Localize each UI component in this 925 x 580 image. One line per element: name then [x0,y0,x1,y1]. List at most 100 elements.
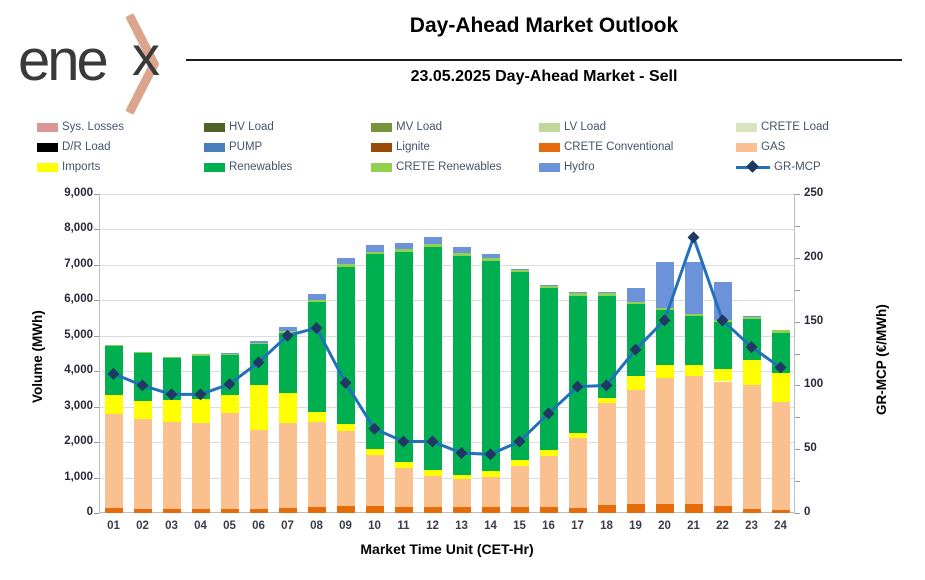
left-axis-tick-label: 2,000 [64,435,93,448]
bar-09-segment-imports [336,424,355,432]
bar-09-segment-renewables [336,266,355,425]
bar-04-segment-renewables [191,355,210,399]
gr-mcp-marker [397,435,410,448]
bar-02-segment-renewables [133,353,152,401]
bar-09-segment-hydro [336,257,355,265]
right-axis-tick-label: 50 [804,442,817,455]
bar-05-segment-crete-conventional [220,509,239,513]
bar-22-segment-renewables [713,321,732,370]
x-axis-tick-label: 04 [194,520,207,532]
bar-07-segment-renewables [278,332,297,393]
x-axis-tick-label: 08 [310,520,323,532]
left-axis-tick-label: 7,000 [64,257,93,270]
bar-02-segment-gas [133,418,152,510]
bar-08-segment-gas [307,421,326,508]
left-axis-tick [94,194,99,195]
x-axis-title: Market Time Unit (CET-Hr) [360,541,534,557]
bar-15-segment-gas [510,465,529,507]
bar-17-segment-crete-renewables [568,293,587,296]
x-axis-tick-label: 20 [658,520,671,532]
gr-mcp-marker [136,379,149,392]
x-axis-tick-label: 06 [252,520,265,532]
chart-legend: Sys. Losses HV Load MV Load LV Load CRETE Lo… [37,117,915,177]
gr-mcp-marker [774,361,787,374]
title-block: Day-Ahead Market Outlook 23.05.2025 Day-… [180,0,908,86]
left-axis-tick [94,371,99,373]
left-axis-tick [94,406,99,408]
bar-23-segment-crete-renewables [742,316,761,319]
legend-label: GR-MCP [774,161,821,173]
bar-03-segment-crete-conventional [162,509,181,513]
bar-12-segment-crete-renewables [423,243,442,247]
logo-x-glyph: x [132,24,160,87]
bar-01-segment-gas [104,414,123,509]
left-axis-tick [94,335,99,337]
legend-swatch [37,122,58,132]
right-axis-tick [795,225,800,227]
legend-label: Lignite [396,141,430,153]
bar-14-segment-renewables [481,260,500,472]
legend-item-hydro: Hydro [539,157,736,177]
legend-item-sys-losses: Sys. Losses [37,117,204,137]
right-axis-tick-label: 0 [804,506,811,518]
gridline [100,194,794,195]
x-axis-tick-label: 09 [339,520,352,532]
bar-07-segment-gas [278,422,297,508]
bar-05-segment-crete-renewables [220,353,239,356]
bar-08-segment-hydro [307,294,326,301]
legend-swatch [371,162,392,172]
left-axis-tick-label: 8,000 [64,222,93,235]
bar-20-segment-gas [655,377,674,505]
gr-mcp-marker [107,367,120,380]
left-axis-tick [94,513,99,514]
bar-18-segment-imports [597,398,616,404]
bar-04-segment-crete-conventional [191,509,210,513]
right-axis-tick-label: 100 [804,378,824,391]
gr-mcp-marker [223,378,236,391]
bar-15-segment-renewables [510,272,529,461]
left-axis-tick-label: 1,000 [64,470,93,483]
bar-01-segment-crete-conventional [104,508,123,513]
x-axis-tick-label: 02 [136,520,149,532]
legend-item-crete-renewables: CRETE Renewables [371,157,539,177]
bar-11-segment-renewables [394,251,413,463]
bar-16-segment-crete-renewables [539,285,558,289]
logo-text: ene [18,28,109,93]
legend-swatch [204,162,225,172]
bar-12-segment-renewables [423,246,442,470]
bar-19-segment-imports [626,376,645,390]
x-axis-tick-label: 12 [426,520,439,532]
legend-swatch [539,162,560,172]
gr-mcp-line [107,231,787,461]
bar-13-segment-crete-renewables [452,253,471,256]
gr-mcp-marker [339,376,352,389]
gridline [100,300,794,302]
right-axis-tick [795,385,800,387]
plot-area [100,194,794,513]
legend-swatch [736,122,757,132]
bar-08-segment-imports [307,411,326,422]
bar-14-segment-hydro [481,254,500,259]
bar-23-segment-crete-conventional [742,508,761,513]
legend-item-gr-mcp: GR-MCP [736,157,915,177]
x-axis-tick-label: 21 [687,520,700,532]
legend-swatch [371,142,392,152]
bar-19-segment-renewables [626,303,645,377]
bar-14-segment-gas [481,477,500,507]
bar-20-segment-crete-conventional [655,504,674,513]
gr-mcp-marker [716,314,729,327]
bar-05-segment-gas [220,413,239,510]
gridline [100,264,794,266]
legend-label: HV Load [229,121,274,133]
bar-03-segment-renewables [162,358,181,400]
bar-02-segment-imports [133,400,152,419]
legend-swatch [371,122,392,132]
gridline [100,442,794,444]
right-axis-tick [795,257,800,259]
right-axis-tick [795,353,800,355]
bar-22-segment-crete-conventional [713,505,732,513]
gr-mcp-marker [252,356,265,369]
bar-13-segment-crete-conventional [452,506,471,513]
bar-23-segment-hydro [742,315,761,317]
bar-04-segment-imports [191,398,210,423]
